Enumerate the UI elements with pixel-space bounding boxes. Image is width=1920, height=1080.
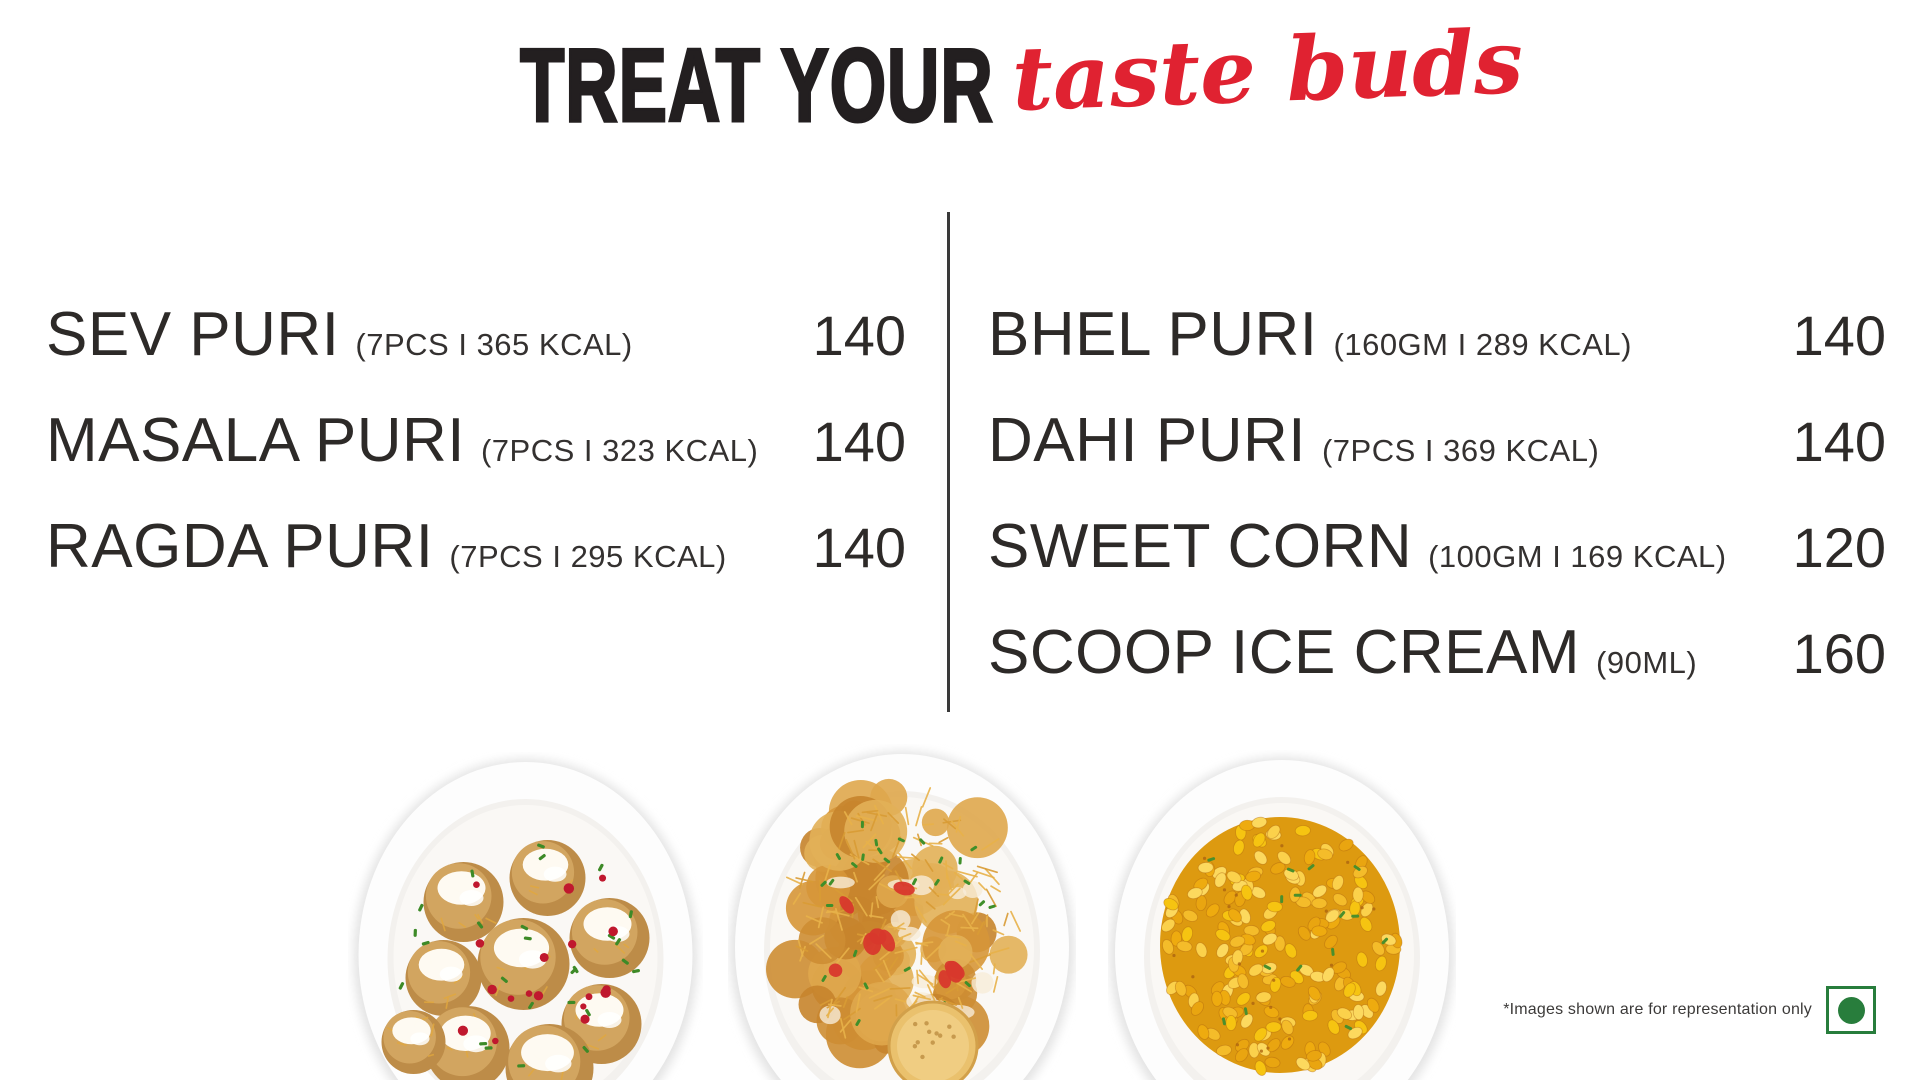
image-disclaimer: *Images shown are for representation onl… bbox=[1503, 1001, 1812, 1018]
item-detail: (90ML) bbox=[1596, 645, 1698, 680]
veg-indicator-icon bbox=[1826, 986, 1876, 1034]
menu-item-row: DAHI PURI (7PCS I 369 KCAL) 140 bbox=[988, 405, 1886, 475]
item-price: 140 bbox=[812, 410, 906, 473]
item-detail: (7PCS I 365 KCAL) bbox=[355, 327, 633, 362]
bhel-puri-photo bbox=[730, 751, 1074, 1080]
item-name: RAGDA PURI bbox=[46, 512, 434, 581]
item-price: 140 bbox=[1792, 304, 1886, 367]
item-detail: (7PCS I 369 KCAL) bbox=[1321, 433, 1600, 468]
menu-item-row: MASALA PURI (7PCS I 323 KCAL) 140 bbox=[46, 405, 906, 475]
menu-item-row: RAGDA PURI (7PCS I 295 KCAL) 140 bbox=[46, 511, 906, 581]
item-name: SEV PURI bbox=[46, 300, 340, 369]
menu-column-right: BHEL PURI (160GM I 289 KCAL) 140 DAHI PU… bbox=[988, 299, 1886, 723]
item-name: BHEL PURI bbox=[988, 300, 1318, 369]
menu-item-row: SWEET CORN (100GM I 169 KCAL) 120 bbox=[988, 511, 1886, 581]
item-price: 140 bbox=[812, 304, 906, 367]
item-title-group: DAHI PURI (7PCS I 369 KCAL) bbox=[988, 405, 1599, 476]
dahi-puri-photo bbox=[353, 759, 698, 1080]
footer: *Images shown are for representation onl… bbox=[1503, 986, 1876, 1034]
item-title-group: RAGDA PURI (7PCS I 295 KCAL) bbox=[46, 511, 727, 582]
column-divider bbox=[947, 212, 950, 712]
menu-item-row: SEV PURI (7PCS I 365 KCAL) 140 bbox=[46, 299, 906, 369]
menu-item-row: SCOOP ICE CREAM (90ML) 160 bbox=[988, 617, 1886, 687]
item-detail: (160GM I 289 KCAL) bbox=[1333, 327, 1632, 362]
item-price: 140 bbox=[1792, 410, 1886, 473]
item-name: DAHI PURI bbox=[988, 406, 1306, 475]
menu-item-row: BHEL PURI (160GM I 289 KCAL) 140 bbox=[988, 299, 1886, 369]
item-price: 120 bbox=[1792, 516, 1886, 579]
item-price: 140 bbox=[812, 516, 906, 579]
item-name: SCOOP ICE CREAM bbox=[988, 618, 1581, 687]
page-title: TREAT YOUR bbox=[519, 28, 994, 144]
page-title-script: taste buds bbox=[1010, 9, 1525, 131]
menu-column-left: SEV PURI (7PCS I 365 KCAL) 140 MASALA PU… bbox=[46, 299, 906, 617]
item-title-group: BHEL PURI (160GM I 289 KCAL) bbox=[988, 299, 1632, 370]
item-title-group: SCOOP ICE CREAM (90ML) bbox=[988, 617, 1697, 688]
sweet-corn-photo bbox=[1110, 757, 1454, 1080]
item-name: SWEET CORN bbox=[988, 512, 1413, 581]
item-price: 160 bbox=[1792, 622, 1886, 685]
veg-dot-icon bbox=[1837, 996, 1865, 1024]
item-detail: (7PCS I 295 KCAL) bbox=[449, 539, 727, 574]
item-title-group: SWEET CORN (100GM I 169 KCAL) bbox=[988, 511, 1727, 582]
item-title-group: MASALA PURI (7PCS I 323 KCAL) bbox=[46, 405, 758, 476]
item-detail: (100GM I 169 KCAL) bbox=[1428, 539, 1727, 574]
item-title-group: SEV PURI (7PCS I 365 KCAL) bbox=[46, 299, 633, 370]
item-name: MASALA PURI bbox=[46, 406, 465, 475]
item-detail: (7PCS I 323 KCAL) bbox=[480, 433, 759, 468]
